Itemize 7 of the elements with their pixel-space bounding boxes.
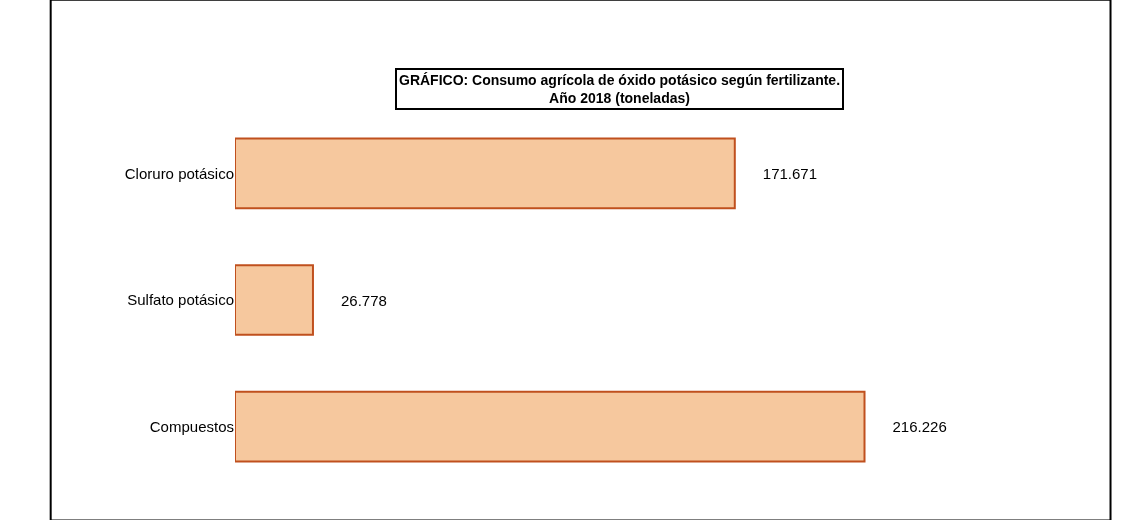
data-label: 171.671 (737, 164, 818, 182)
data-label: 26.778 (315, 291, 387, 309)
data-label: 216.226 (867, 418, 947, 436)
y-tick-label: Compuestos (149, 417, 234, 435)
y-tick-label: Sulfato potásico (127, 291, 234, 309)
chart-title: GRÁFICO: Consumo agrícola de óxido potásico según fertilizante. Año 2018 (toneladas) (399, 72, 841, 107)
y-tick-label: Cloruro potásico (124, 164, 234, 182)
